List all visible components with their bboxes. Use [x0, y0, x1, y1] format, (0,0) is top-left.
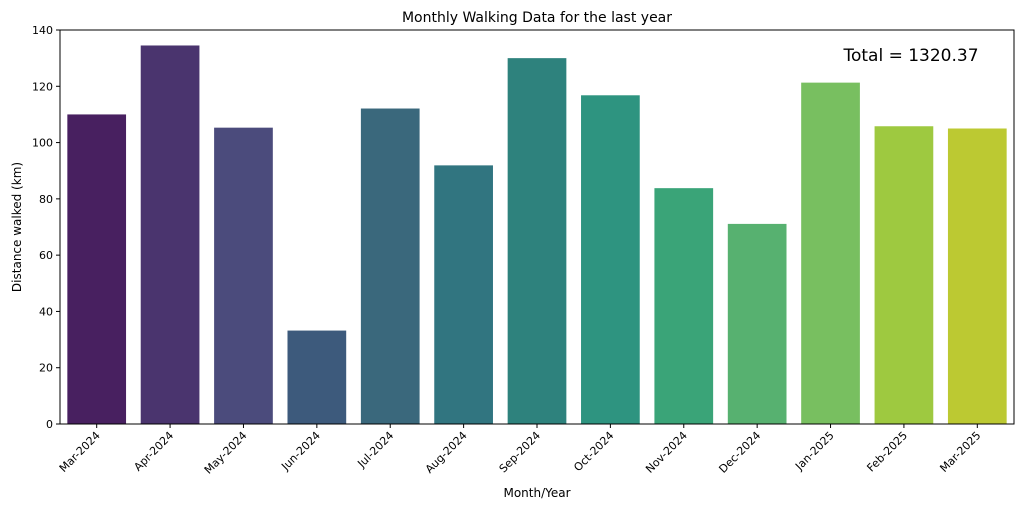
- bars-group: [67, 45, 1007, 425]
- x-tick-label: May-2024: [202, 429, 250, 477]
- x-tick-label: Mar-2025: [937, 429, 983, 475]
- x-axis-title: Month/Year: [503, 486, 570, 500]
- y-tick-label: 100: [32, 137, 53, 150]
- bar-jan-2025: [801, 82, 860, 424]
- bar-feb-2025: [874, 126, 934, 424]
- bar-mar-2024: [67, 114, 127, 425]
- y-tick-label: 140: [32, 24, 53, 37]
- bar-apr-2024: [140, 45, 200, 424]
- y-tick-label: 20: [39, 362, 53, 375]
- x-tick-label: Jul-2024: [354, 429, 396, 471]
- x-tick-label: Mar-2024: [57, 429, 103, 475]
- total-annotation: Total = 1320.37: [842, 46, 978, 66]
- plot-frame: [59, 29, 1015, 425]
- bar-sep-2024: [507, 58, 567, 424]
- x-axis-ticks: Mar-2024 Apr-2024 May-2024 Jun-2024 Jul-2024…: [57, 424, 983, 477]
- y-tick-label: 0: [46, 418, 53, 431]
- y-tick-label: 120: [32, 80, 53, 93]
- bar-mar-2025: [947, 128, 1007, 424]
- x-tick-label: Jun-2024: [278, 429, 323, 474]
- x-tick-label: Nov-2024: [643, 429, 690, 476]
- bar-may-2024: [214, 127, 273, 424]
- x-tick-label: Sep-2024: [497, 429, 543, 475]
- x-tick-label: Feb-2025: [864, 429, 910, 475]
- bar-dec-2024: [727, 223, 787, 424]
- y-tick-label: 40: [39, 305, 53, 318]
- x-tick-label: Aug-2024: [423, 429, 470, 476]
- chart-title: Monthly Walking Data for the last year: [402, 10, 672, 26]
- y-axis-title: Distance walked (km): [10, 162, 24, 292]
- bar-aug-2024: [434, 165, 493, 424]
- bar-jun-2024: [287, 330, 347, 424]
- y-axis-ticks: 0 20 40 60 80 100 120 140: [32, 24, 60, 431]
- y-tick-label: 60: [39, 249, 53, 262]
- y-tick-label: 80: [39, 193, 53, 206]
- bar-jul-2024: [360, 108, 420, 425]
- bar-oct-2024: [581, 95, 640, 424]
- x-tick-label: Dec-2024: [716, 429, 763, 476]
- bar-nov-2024: [654, 188, 714, 424]
- x-tick-label: Jan-2025: [792, 429, 836, 473]
- x-tick-label: Oct-2024: [571, 429, 616, 474]
- x-tick-label: Apr-2024: [131, 429, 176, 474]
